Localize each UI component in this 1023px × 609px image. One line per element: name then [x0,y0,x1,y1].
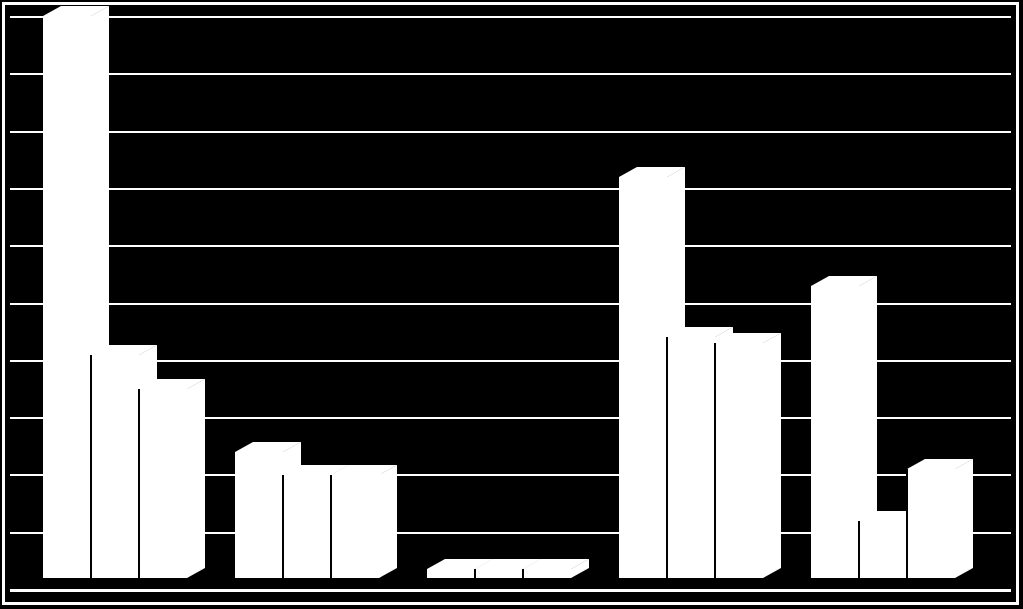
bar-front [139,389,187,578]
bar-separator [330,475,332,578]
bar-separator [858,521,860,578]
bar-separator [474,569,476,578]
bar-separator [138,389,140,578]
bar-front [715,343,763,578]
bar-side [955,459,973,578]
bar [139,379,205,578]
bar-front [331,475,379,578]
bars-layer [15,15,1006,592]
bar-separator [90,355,92,578]
plot-area [10,10,1011,597]
bar [715,333,781,578]
bar-side [763,333,781,578]
bar-separator [906,469,908,578]
bar-side [379,465,397,578]
bar-side [187,379,205,578]
bar-separator [282,475,284,578]
bar [907,459,973,578]
bar-front [475,569,523,578]
bar-front [235,452,283,578]
bar-separator [666,337,668,578]
bar [331,465,397,578]
bar-front [619,177,667,578]
bar-front [523,569,571,578]
bar-front [811,286,859,578]
bar-front [667,337,715,578]
bar-front [907,469,955,578]
bar-front [43,16,91,578]
bar-front [91,355,139,578]
bar-front [427,569,475,578]
bar-front [283,475,331,578]
bar [523,559,589,578]
bar-front [859,521,907,578]
bar-separator [522,569,524,578]
chart-frame [2,2,1019,605]
bar-separator [714,343,716,578]
